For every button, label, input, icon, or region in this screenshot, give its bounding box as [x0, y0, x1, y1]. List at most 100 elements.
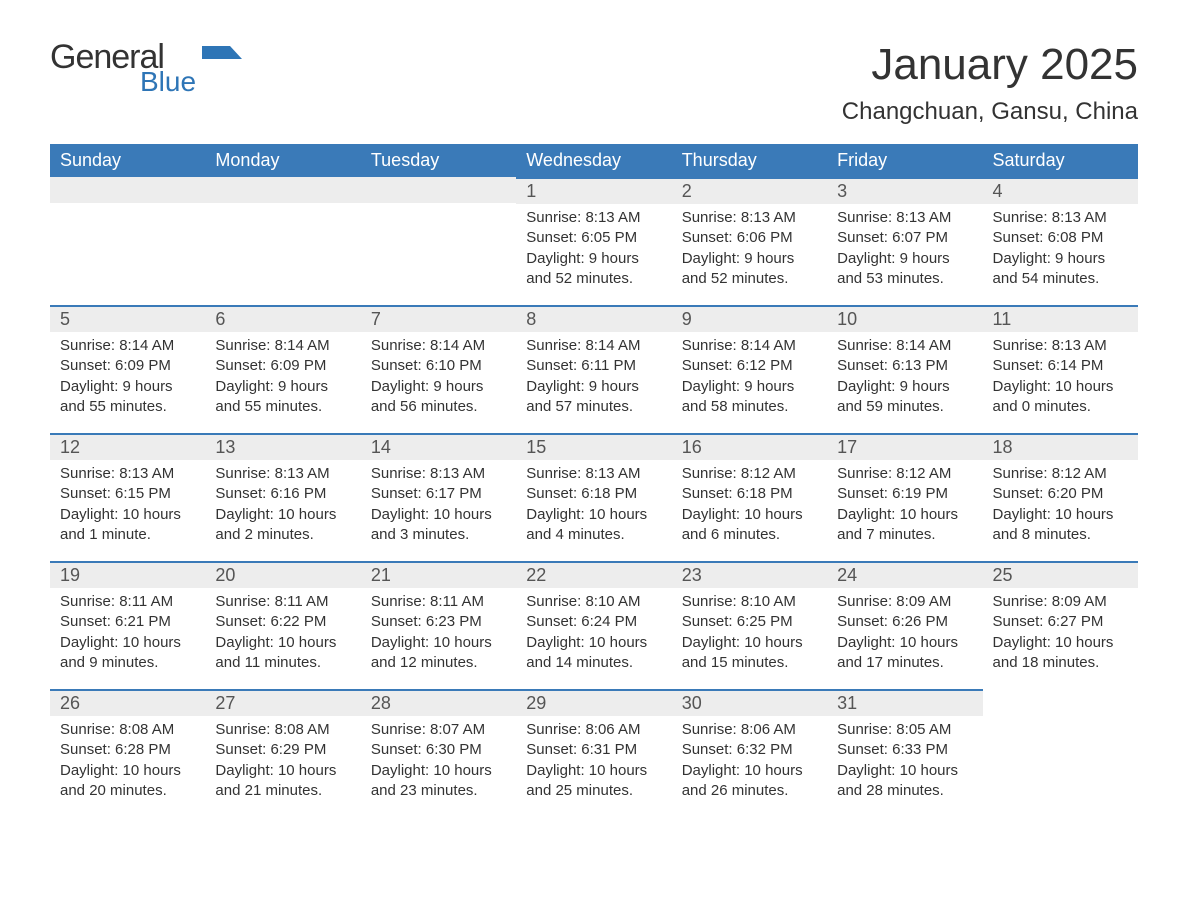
logo: General Blue	[50, 40, 242, 96]
day-number: 9	[672, 307, 827, 332]
calendar-cell: 7Sunrise: 8:14 AMSunset: 6:10 PMDaylight…	[361, 305, 516, 433]
header-bar: General Blue January 2025 Changchuan, Ga…	[50, 40, 1138, 126]
day-number: 22	[516, 563, 671, 588]
calendar-cell: 10Sunrise: 8:14 AMSunset: 6:13 PMDayligh…	[827, 305, 982, 433]
calendar-cell: 19Sunrise: 8:11 AMSunset: 6:21 PMDayligh…	[50, 561, 205, 689]
day-number: 24	[827, 563, 982, 588]
weekday-header: Tuesday	[361, 144, 516, 177]
calendar-week: 26Sunrise: 8:08 AMSunset: 6:28 PMDayligh…	[50, 689, 1138, 817]
day-number: 12	[50, 435, 205, 460]
calendar-cell: 9Sunrise: 8:14 AMSunset: 6:12 PMDaylight…	[672, 305, 827, 433]
weekday-header: Sunday	[50, 144, 205, 177]
day-number: 17	[827, 435, 982, 460]
day-number: 15	[516, 435, 671, 460]
day-details: Sunrise: 8:11 AMSunset: 6:22 PMDaylight:…	[205, 588, 360, 681]
day-details: Sunrise: 8:10 AMSunset: 6:25 PMDaylight:…	[672, 588, 827, 681]
day-number: 26	[50, 691, 205, 716]
day-details: Sunrise: 8:09 AMSunset: 6:27 PMDaylight:…	[983, 588, 1138, 681]
day-number: 4	[983, 179, 1138, 204]
day-details: Sunrise: 8:11 AMSunset: 6:21 PMDaylight:…	[50, 588, 205, 681]
calendar-week: 12Sunrise: 8:13 AMSunset: 6:15 PMDayligh…	[50, 433, 1138, 561]
calendar-week: 19Sunrise: 8:11 AMSunset: 6:21 PMDayligh…	[50, 561, 1138, 689]
day-number: 3	[827, 179, 982, 204]
title-block: January 2025 Changchuan, Gansu, China	[842, 40, 1138, 126]
day-details: Sunrise: 8:06 AMSunset: 6:32 PMDaylight:…	[672, 716, 827, 809]
day-details: Sunrise: 8:10 AMSunset: 6:24 PMDaylight:…	[516, 588, 671, 681]
calendar-cell: 27Sunrise: 8:08 AMSunset: 6:29 PMDayligh…	[205, 689, 360, 817]
calendar-week: 5Sunrise: 8:14 AMSunset: 6:09 PMDaylight…	[50, 305, 1138, 433]
month-title: January 2025	[842, 40, 1138, 90]
day-details: Sunrise: 8:13 AMSunset: 6:06 PMDaylight:…	[672, 204, 827, 297]
day-details: Sunrise: 8:14 AMSunset: 6:12 PMDaylight:…	[672, 332, 827, 425]
calendar-cell: 6Sunrise: 8:14 AMSunset: 6:09 PMDaylight…	[205, 305, 360, 433]
day-number: 5	[50, 307, 205, 332]
calendar-cell	[50, 177, 205, 305]
calendar-cell: 20Sunrise: 8:11 AMSunset: 6:22 PMDayligh…	[205, 561, 360, 689]
day-number: 28	[361, 691, 516, 716]
calendar-cell: 26Sunrise: 8:08 AMSunset: 6:28 PMDayligh…	[50, 689, 205, 817]
calendar-cell: 18Sunrise: 8:12 AMSunset: 6:20 PMDayligh…	[983, 433, 1138, 561]
day-details: Sunrise: 8:14 AMSunset: 6:10 PMDaylight:…	[361, 332, 516, 425]
day-details: Sunrise: 8:08 AMSunset: 6:28 PMDaylight:…	[50, 716, 205, 809]
calendar-cell: 28Sunrise: 8:07 AMSunset: 6:30 PMDayligh…	[361, 689, 516, 817]
logo-text: General Blue	[50, 40, 196, 96]
calendar-cell: 21Sunrise: 8:11 AMSunset: 6:23 PMDayligh…	[361, 561, 516, 689]
calendar-cell: 14Sunrise: 8:13 AMSunset: 6:17 PMDayligh…	[361, 433, 516, 561]
day-number: 7	[361, 307, 516, 332]
day-details: Sunrise: 8:13 AMSunset: 6:18 PMDaylight:…	[516, 460, 671, 553]
day-details: Sunrise: 8:09 AMSunset: 6:26 PMDaylight:…	[827, 588, 982, 681]
calendar-table: SundayMondayTuesdayWednesdayThursdayFrid…	[50, 144, 1138, 817]
calendar-cell: 22Sunrise: 8:10 AMSunset: 6:24 PMDayligh…	[516, 561, 671, 689]
weekday-header: Saturday	[983, 144, 1138, 177]
day-number: 10	[827, 307, 982, 332]
calendar-cell: 15Sunrise: 8:13 AMSunset: 6:18 PMDayligh…	[516, 433, 671, 561]
calendar-cell	[361, 177, 516, 305]
day-number: 19	[50, 563, 205, 588]
day-details: Sunrise: 8:13 AMSunset: 6:14 PMDaylight:…	[983, 332, 1138, 425]
day-number: 13	[205, 435, 360, 460]
calendar-cell: 24Sunrise: 8:09 AMSunset: 6:26 PMDayligh…	[827, 561, 982, 689]
day-number: 1	[516, 179, 671, 204]
day-details: Sunrise: 8:11 AMSunset: 6:23 PMDaylight:…	[361, 588, 516, 681]
day-details: Sunrise: 8:13 AMSunset: 6:07 PMDaylight:…	[827, 204, 982, 297]
day-number: 6	[205, 307, 360, 332]
calendar-header: SundayMondayTuesdayWednesdayThursdayFrid…	[50, 144, 1138, 177]
calendar-cell: 2Sunrise: 8:13 AMSunset: 6:06 PMDaylight…	[672, 177, 827, 305]
day-details: Sunrise: 8:12 AMSunset: 6:20 PMDaylight:…	[983, 460, 1138, 553]
day-number: 8	[516, 307, 671, 332]
day-details: Sunrise: 8:14 AMSunset: 6:09 PMDaylight:…	[50, 332, 205, 425]
calendar-cell: 1Sunrise: 8:13 AMSunset: 6:05 PMDaylight…	[516, 177, 671, 305]
calendar-cell: 17Sunrise: 8:12 AMSunset: 6:19 PMDayligh…	[827, 433, 982, 561]
day-details: Sunrise: 8:05 AMSunset: 6:33 PMDaylight:…	[827, 716, 982, 809]
calendar-body: 1Sunrise: 8:13 AMSunset: 6:05 PMDaylight…	[50, 177, 1138, 817]
day-number: 11	[983, 307, 1138, 332]
day-details: Sunrise: 8:12 AMSunset: 6:18 PMDaylight:…	[672, 460, 827, 553]
calendar-cell: 13Sunrise: 8:13 AMSunset: 6:16 PMDayligh…	[205, 433, 360, 561]
weekday-header: Wednesday	[516, 144, 671, 177]
weekday-header: Monday	[205, 144, 360, 177]
day-details: Sunrise: 8:14 AMSunset: 6:13 PMDaylight:…	[827, 332, 982, 425]
calendar-cell: 31Sunrise: 8:05 AMSunset: 6:33 PMDayligh…	[827, 689, 982, 817]
day-number: 14	[361, 435, 516, 460]
day-number: 21	[361, 563, 516, 588]
calendar-cell: 30Sunrise: 8:06 AMSunset: 6:32 PMDayligh…	[672, 689, 827, 817]
calendar-cell: 4Sunrise: 8:13 AMSunset: 6:08 PMDaylight…	[983, 177, 1138, 305]
day-number: 30	[672, 691, 827, 716]
day-number: 2	[672, 179, 827, 204]
day-number: 23	[672, 563, 827, 588]
day-details: Sunrise: 8:13 AMSunset: 6:17 PMDaylight:…	[361, 460, 516, 553]
day-number: 18	[983, 435, 1138, 460]
day-details: Sunrise: 8:13 AMSunset: 6:16 PMDaylight:…	[205, 460, 360, 553]
calendar-cell: 11Sunrise: 8:13 AMSunset: 6:14 PMDayligh…	[983, 305, 1138, 433]
calendar-cell: 5Sunrise: 8:14 AMSunset: 6:09 PMDaylight…	[50, 305, 205, 433]
calendar-cell: 16Sunrise: 8:12 AMSunset: 6:18 PMDayligh…	[672, 433, 827, 561]
day-details: Sunrise: 8:14 AMSunset: 6:09 PMDaylight:…	[205, 332, 360, 425]
day-number: 31	[827, 691, 982, 716]
day-details: Sunrise: 8:14 AMSunset: 6:11 PMDaylight:…	[516, 332, 671, 425]
calendar-cell: 8Sunrise: 8:14 AMSunset: 6:11 PMDaylight…	[516, 305, 671, 433]
calendar-week: 1Sunrise: 8:13 AMSunset: 6:05 PMDaylight…	[50, 177, 1138, 305]
day-details: Sunrise: 8:12 AMSunset: 6:19 PMDaylight:…	[827, 460, 982, 553]
day-number: 20	[205, 563, 360, 588]
calendar-cell: 23Sunrise: 8:10 AMSunset: 6:25 PMDayligh…	[672, 561, 827, 689]
day-details: Sunrise: 8:13 AMSunset: 6:08 PMDaylight:…	[983, 204, 1138, 297]
